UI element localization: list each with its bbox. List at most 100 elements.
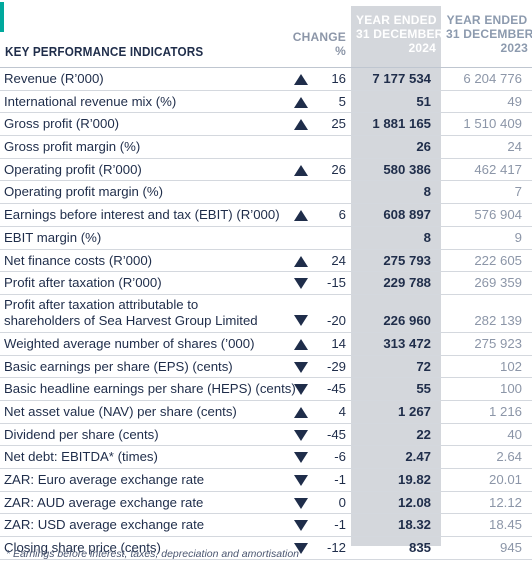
current-year-value: 2.47 (405, 449, 431, 465)
kpi-label: Net debt: EBITDA* (times) (4, 446, 158, 467)
prior-year-column-header: YEAR ENDED 31 DECEMBER 2023 (446, 13, 532, 55)
current-year-column-highlight (351, 6, 441, 546)
current-year-value: 22 (416, 426, 431, 442)
prior-header-year: 2023 (500, 41, 528, 55)
table-row: Operating profit margin (%) 8 7 (0, 181, 532, 205)
kpi-label: Weighted average number of shares (’000) (4, 333, 254, 354)
table-title: KEY PERFORMANCE INDICATORS (5, 44, 204, 59)
kpi-label: Operating profit (R’000) (4, 159, 142, 180)
triangle-down-icon (294, 278, 308, 290)
triangle-down-icon (294, 429, 308, 441)
current-year-value: 12.08 (397, 494, 431, 510)
current-year-value: 313 472 (383, 335, 431, 351)
change-value: -15 (326, 275, 346, 291)
prior-year-value: 6 204 776 (463, 71, 522, 86)
triangle-down-icon (294, 314, 308, 326)
kpi-label: ZAR: Euro average exchange rate (4, 469, 204, 490)
change-value: 5 (338, 93, 346, 109)
current-year-value: 1 881 165 (372, 116, 431, 132)
change-header-line2: % (335, 44, 346, 58)
header-rule (0, 67, 532, 68)
kpi-table-body: Revenue (R’000) 16 7 177 534 6 204 776 Inter… (0, 68, 532, 560)
prior-year-value: 282 139 (474, 312, 522, 328)
prior-header-line2: 31 DECEMBER (446, 27, 532, 41)
kpi-label-line: Revenue (R’000) (4, 71, 104, 86)
kpi-label: Basic headline earnings per share (HEPS)… (4, 378, 296, 399)
prior-year-value: 49 (507, 93, 522, 109)
table-row: Net debt: EBITDA* (times) -6 2.47 2.64 (0, 446, 532, 469)
prior-year-value: 275 923 (474, 335, 522, 351)
table-row: Basic earnings per share (EPS) (cents) -2… (0, 356, 532, 379)
current-year-value: 72 (416, 358, 431, 374)
change-value: 26 (331, 161, 346, 177)
prior-year-value: 102 (499, 358, 522, 374)
kpi-label-line: Gross profit margin (%) (4, 139, 141, 155)
accent-bar (0, 2, 4, 32)
table-row: International revenue mix (%) 5 51 49 (0, 91, 532, 114)
kpi-label-line: International revenue mix (%) (4, 93, 177, 109)
current-year-value: 8 (423, 229, 431, 245)
prior-year-value: 18.45 (488, 517, 522, 533)
change-value: -1 (334, 517, 346, 533)
change-value: 25 (331, 116, 346, 132)
triangle-down-icon (294, 520, 308, 532)
current-header-line1: YEAR ENDED (356, 13, 437, 27)
table-row: Gross profit margin (%) 26 24 (0, 136, 532, 159)
kpi-label: Gross profit margin (%) (4, 136, 140, 157)
kpi-label-line: Dividend per share (cents) (4, 426, 159, 442)
kpi-label-line: shareholders of Sea Harvest Group Limite… (4, 312, 258, 328)
triangle-up-icon (294, 210, 308, 222)
kpi-label: Profit after taxation attributable to sha… (4, 297, 258, 329)
table-row: Revenue (R’000) 16 7 177 534 6 204 776 (0, 68, 532, 91)
prior-year-value: 40 (507, 426, 522, 442)
kpi-label-line: ZAR: USD average exchange rate (4, 517, 205, 533)
kpi-label-line: ZAR: AUD average exchange rate (4, 494, 204, 510)
kpi-label-line: Net debt: EBITDA* (times) (4, 449, 158, 465)
prior-year-value: 7 (514, 184, 522, 200)
change-value: -1 (334, 472, 346, 487)
change-value: 4 (338, 403, 346, 419)
current-header-year: 2024 (408, 41, 436, 55)
prior-year-value: 945 (499, 540, 522, 556)
change-value: -29 (326, 358, 346, 374)
kpi-label-line: Closing share price (cents) (4, 540, 161, 556)
current-header-line2: 31 DECEMBER (356, 27, 444, 41)
kpi-label-line: Gross profit (R’000) (4, 116, 120, 132)
kpi-label-line: ZAR: Euro average exchange rate (4, 472, 205, 487)
change-value: -12 (326, 540, 346, 556)
kpi-label: Net finance costs (R’000) (4, 250, 152, 271)
current-year-value: 226 960 (383, 312, 431, 328)
table-row: Basic headline earnings per share (HEPS)… (0, 378, 532, 401)
triangle-down-icon (294, 361, 308, 373)
kpi-label-line: Profit after taxation (R’000) (4, 275, 162, 291)
kpi-label: ZAR: USD average exchange rate (4, 514, 204, 535)
change-value: -6 (334, 449, 346, 465)
kpi-label: Gross profit (R’000) (4, 113, 119, 134)
change-value: -45 (326, 381, 346, 397)
table-row: Net asset value (NAV) per share (cents) 4… (0, 401, 532, 424)
kpi-label: Net asset value (NAV) per share (cents) (4, 401, 237, 422)
current-year-value: 229 788 (383, 275, 431, 291)
triangle-up-icon (294, 74, 308, 85)
change-value: 16 (331, 71, 346, 86)
change-value: -45 (326, 426, 346, 442)
triangle-down-icon (294, 543, 308, 555)
table-row: Operating profit (R’000) 26 580 386 462 417 (0, 159, 532, 182)
current-year-value: 19.82 (397, 472, 431, 487)
triangle-down-icon (294, 497, 308, 509)
triangle-up-icon (294, 96, 308, 108)
footnote: * Earnings before interest, taxes, depre… (6, 548, 300, 560)
kpi-label-line: Net finance costs (R’000) (4, 252, 153, 268)
table-row: EBIT margin (%) 8 9 (0, 227, 532, 250)
current-year-value: 7 177 534 (372, 71, 431, 86)
prior-year-value: 9 (514, 229, 522, 245)
current-year-value: 275 793 (383, 252, 431, 268)
kpi-label: Dividend per share (cents) (4, 424, 159, 445)
table-row: Earnings before interest and tax (EBIT) … (0, 204, 532, 227)
prior-year-value: 269 359 (474, 275, 522, 291)
prior-year-value: 100 (499, 381, 522, 397)
triangle-up-icon (294, 406, 308, 418)
kpi-label-line: Basic headline earnings per share (HEPS)… (4, 381, 296, 397)
current-year-value: 580 386 (383, 161, 431, 177)
current-year-value: 1 267 (397, 403, 431, 419)
